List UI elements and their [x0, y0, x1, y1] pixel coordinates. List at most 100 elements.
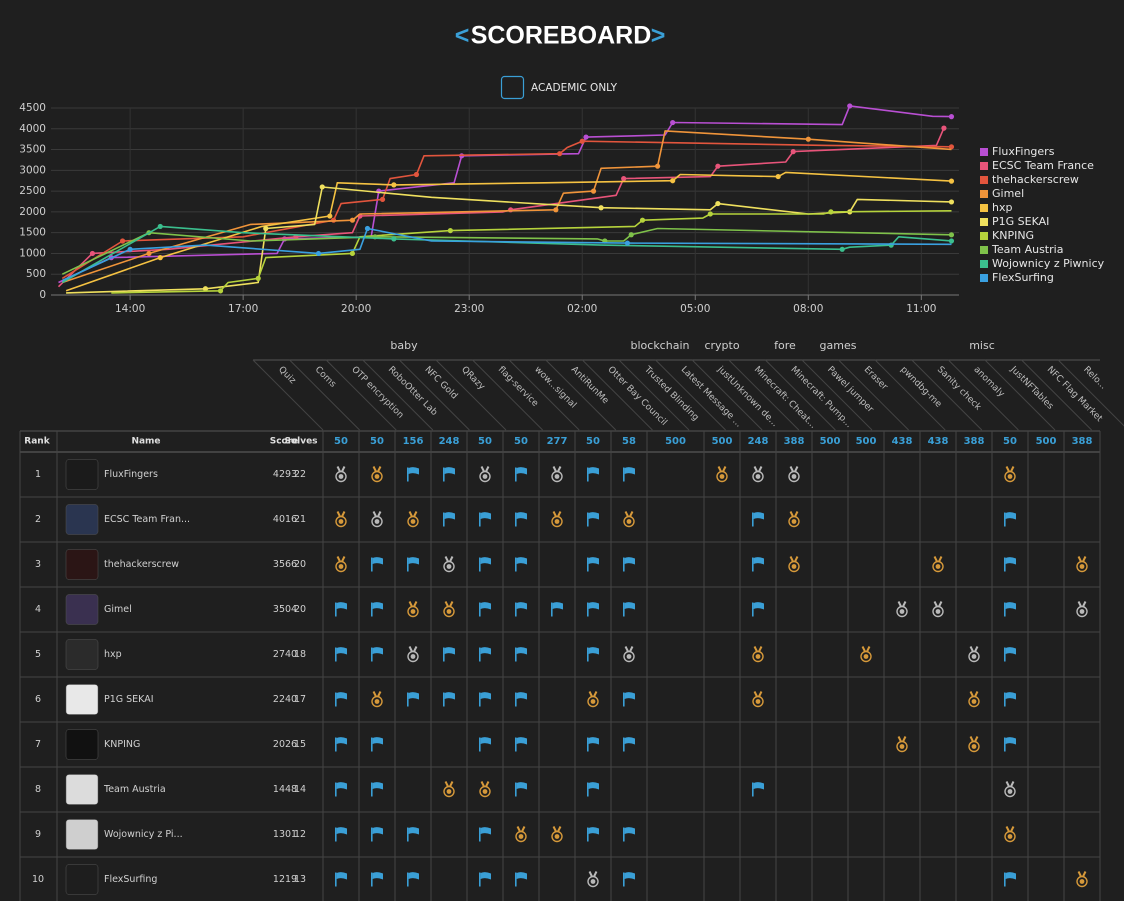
flag-pole	[515, 602, 517, 617]
challenge-points: 50	[1003, 436, 1017, 447]
medal-core	[626, 519, 632, 524]
medal-ring	[551, 470, 563, 483]
flag-cloth	[624, 737, 635, 745]
series-point	[847, 103, 853, 109]
flag-pole	[587, 782, 589, 797]
solve-flag	[479, 737, 491, 752]
solve-flag	[443, 467, 455, 482]
flag-pole	[752, 782, 754, 797]
solve-flag	[335, 782, 347, 797]
flag-cloth	[480, 557, 491, 565]
medal-ring	[551, 830, 563, 843]
legend-swatch	[980, 148, 988, 156]
legend-swatch	[980, 274, 988, 282]
team-name[interactable]: KNPING	[104, 739, 140, 750]
medal-ribbon	[336, 556, 346, 562]
category-label: baby	[390, 339, 418, 352]
solve-flag	[587, 602, 599, 617]
series-point	[447, 227, 453, 234]
solve-flag	[623, 692, 635, 707]
header-divider	[252, 359, 324, 431]
team-name[interactable]: Wojownicy z Pi...	[104, 829, 183, 840]
solve-flag	[623, 557, 635, 572]
solve-flag	[479, 512, 491, 527]
team-name[interactable]: FlexSurfing	[104, 874, 157, 885]
flag-cloth	[588, 647, 599, 655]
series-point	[639, 217, 646, 223]
flag-pole	[515, 512, 517, 527]
challenge-points: 277	[547, 436, 568, 447]
solve-medal	[371, 466, 383, 483]
series-point	[670, 119, 676, 126]
medal-ring	[896, 605, 908, 618]
flag-pole	[515, 692, 517, 707]
team-name[interactable]: FluxFingers	[104, 469, 158, 480]
flag-cloth	[408, 692, 419, 700]
medal-ribbon	[372, 466, 382, 472]
flag-cloth	[408, 467, 419, 475]
medal-ribbon	[588, 871, 598, 877]
flag-cloth	[516, 602, 527, 610]
series-point	[157, 223, 163, 230]
series-point	[263, 225, 269, 232]
series-point	[941, 125, 947, 131]
flag-pole	[335, 782, 337, 797]
flag-cloth	[588, 602, 599, 610]
flag-cloth	[588, 467, 599, 475]
flag-cloth	[516, 467, 527, 475]
team-avatar	[65, 594, 99, 625]
solves: 18	[294, 649, 306, 660]
solve-medal	[1004, 826, 1016, 843]
solve-flag	[587, 827, 599, 842]
medal-ring	[860, 650, 872, 663]
flag-cloth	[753, 602, 764, 610]
flag-pole	[752, 557, 754, 572]
academic-checkbox[interactable]	[500, 75, 525, 100]
medal-ribbon	[1005, 466, 1015, 472]
y-tick-label: 0	[39, 289, 46, 301]
solve-medal	[407, 511, 419, 528]
solve-flag	[1004, 692, 1016, 707]
solve-flag	[335, 827, 347, 842]
series-line	[61, 227, 952, 282]
challenge-points: 438	[892, 436, 913, 447]
solve-medal	[860, 646, 872, 663]
team-name[interactable]: Team Austria	[103, 784, 166, 795]
medal-core	[554, 834, 560, 839]
team-name[interactable]: ECSC Team Fran...	[104, 514, 190, 525]
medal-ring	[932, 605, 944, 618]
medal-core	[338, 474, 344, 479]
flag-pole	[407, 557, 409, 572]
solve-flag	[587, 782, 599, 797]
score: 1301	[273, 829, 297, 840]
rank: 5	[35, 649, 41, 660]
challenge-points: 388	[784, 436, 805, 447]
header-divider	[618, 359, 690, 431]
solve-medal	[1004, 466, 1016, 483]
team-avatar	[65, 549, 99, 580]
medal-ring	[551, 515, 563, 528]
team-name[interactable]: P1G SEKAI	[104, 694, 154, 705]
flag-pole	[1004, 602, 1006, 617]
legend-label: FlexSurfing	[992, 271, 1054, 284]
flag-cloth	[480, 647, 491, 655]
y-tick-label: 2500	[19, 185, 46, 197]
header-divider	[325, 359, 397, 431]
header-divider	[1021, 359, 1092, 431]
team-name[interactable]: thehackerscrew	[104, 559, 179, 570]
y-tick-label: 2000	[19, 206, 46, 218]
solves: 22	[294, 469, 306, 480]
flag-cloth	[336, 647, 347, 655]
legend-label: thehackerscrew	[992, 173, 1079, 186]
solve-flag	[1004, 872, 1016, 887]
team-name[interactable]: Gimel	[104, 604, 132, 615]
y-tick-label: 3500	[19, 144, 46, 156]
team-name[interactable]: hxp	[104, 649, 122, 660]
solve-medal	[932, 556, 944, 573]
medal-core	[863, 654, 869, 659]
flag-pole	[515, 737, 517, 752]
solve-medal	[479, 466, 491, 483]
checkbox-label[interactable]: ACADEMIC ONLY	[531, 82, 618, 94]
medal-ribbon	[897, 736, 907, 742]
solve-flag	[515, 602, 527, 617]
